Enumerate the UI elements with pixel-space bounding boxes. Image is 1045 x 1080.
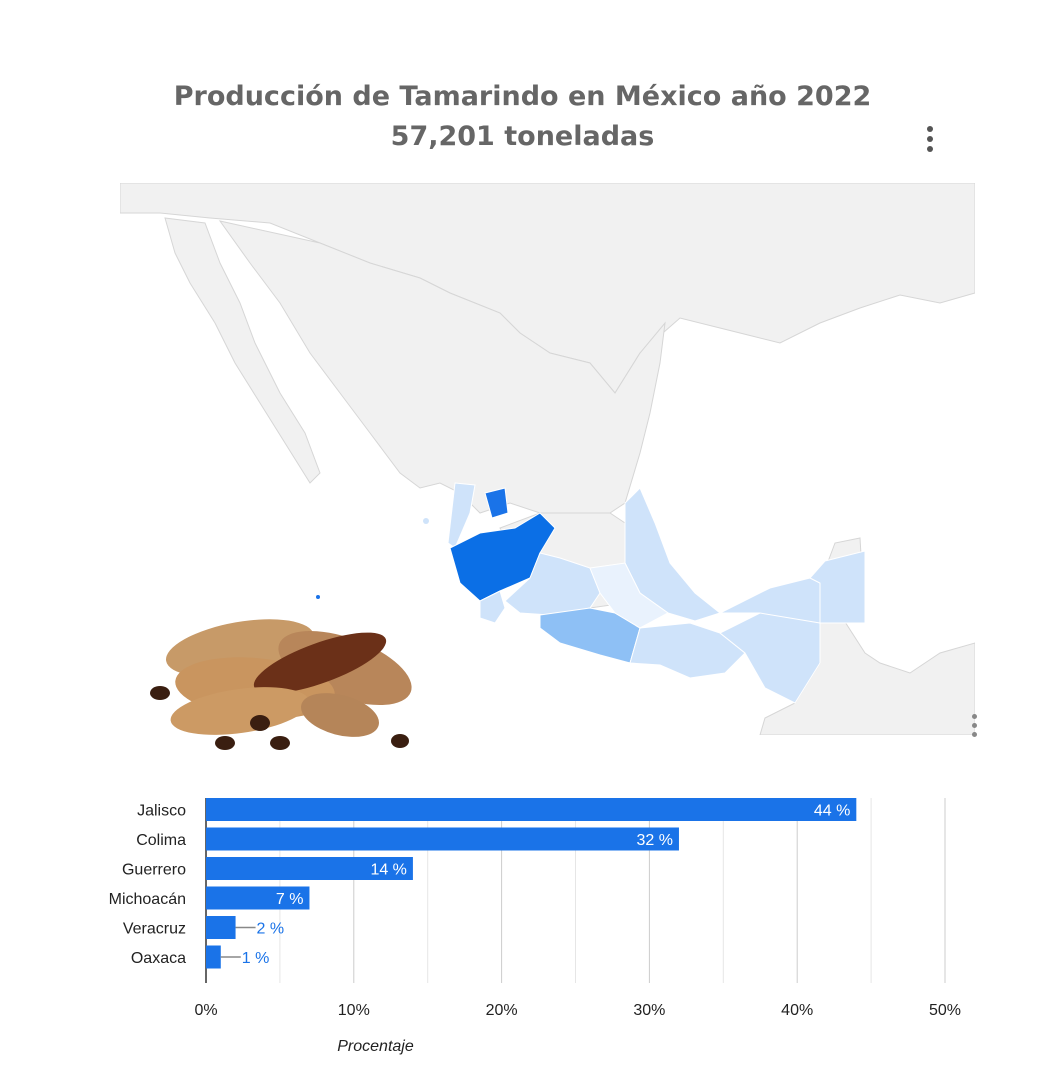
more-vert-icon[interactable] xyxy=(965,712,985,742)
map-state-nayarit xyxy=(447,482,476,549)
category-label: Guerrero xyxy=(122,862,186,879)
x-tick-label: 20% xyxy=(486,1002,518,1019)
x-axis-label: Procentaje xyxy=(337,1038,414,1055)
category-label: Jalisco xyxy=(137,803,186,820)
category-label: Michoacán xyxy=(109,891,186,908)
map-state-oaxaca xyxy=(629,622,746,679)
chart-subtitle: 57,201 toneladas xyxy=(390,121,655,152)
category-label: Veracruz xyxy=(123,921,186,938)
map-island xyxy=(316,595,320,599)
bar xyxy=(206,857,413,880)
map-state-aguascalientes xyxy=(484,487,509,519)
x-tick-label: 0% xyxy=(194,1002,217,1019)
map-state-puebla xyxy=(589,562,669,629)
map-land-mexico-north xyxy=(218,220,666,514)
data-label: 7 % xyxy=(276,891,304,908)
data-label: 44 % xyxy=(814,803,850,820)
map-state-colima xyxy=(479,590,506,624)
category-label: Colima xyxy=(136,832,186,849)
bar xyxy=(206,945,221,969)
bar-chart: 0% 10% 20% 30% 40% 50% Jalisco 44 % Colima 32 % Gu… xyxy=(109,798,961,1055)
tamarind-image xyxy=(150,619,412,750)
map-island xyxy=(423,518,429,524)
more-vert-icon[interactable] xyxy=(918,124,942,154)
x-tick-label: 50% xyxy=(929,1002,961,1019)
map-state-michoacan xyxy=(504,552,601,616)
x-tick-label: 10% xyxy=(338,1002,370,1019)
map-state-yucatan xyxy=(809,550,866,624)
bar xyxy=(206,827,679,851)
x-tick-label: 30% xyxy=(633,1002,665,1019)
category-label: Oaxaca xyxy=(131,950,186,967)
data-label: 14 % xyxy=(370,862,406,879)
x-tick-label: 40% xyxy=(781,1002,813,1019)
data-label: 1 % xyxy=(242,950,270,967)
data-label: 2 % xyxy=(257,921,285,938)
bar xyxy=(206,886,310,910)
bar xyxy=(206,798,857,821)
data-label: 32 % xyxy=(636,832,672,849)
bar xyxy=(206,916,236,939)
map-land-baja xyxy=(164,217,321,484)
mexico-map xyxy=(119,182,976,750)
chart-title: Producción de Tamarindo en México año 20… xyxy=(173,81,872,112)
